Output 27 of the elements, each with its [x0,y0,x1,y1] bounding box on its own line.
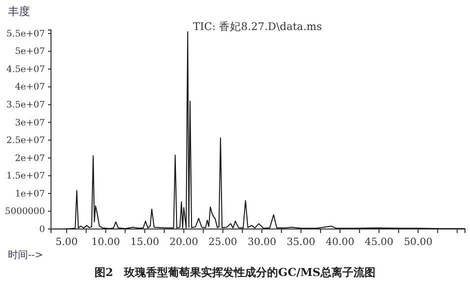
x-tick-label: 25.00 [208,237,238,248]
x-tick-label: 5.00 [55,237,78,248]
x-tick-label: 15.00 [130,237,160,248]
x-axis-title: 时间--> [8,249,44,261]
line-series [52,31,466,230]
y-tick-label: 3e+07 [14,118,46,128]
y-tick-label: 1e+07 [14,189,46,200]
y-tick-label: 5.5e+07 [6,29,46,40]
y-tick-label: 5e+07 [14,47,46,58]
x-tick-label: 50.00 [404,237,432,248]
x-tick-label: 45.00 [364,237,394,248]
x-tick-label: 35.00 [286,237,316,248]
x-tick-label: 40.00 [326,237,354,248]
chart-title: TIC: 香妃8.27.D\data.ms [193,20,322,33]
x-tick-label: 10.00 [91,237,120,248]
caption: 图2 玫瑰香型葡萄果实挥发性成分的GC/MS总离子流图 [94,266,376,279]
y-tick-label: 2e+07 [14,154,46,164]
y-tick-label: 0 [39,224,46,235]
y-tick-label: 5000000 [4,207,46,218]
y-tick-label: 3.5e+07 [6,100,46,111]
y-tick-label: 1.5e+07 [6,172,46,182]
y-tick-label: 4e+07 [14,82,46,93]
y-tick-label: 4.5e+07 [6,64,46,75]
x-tick-label: 30.00 [248,237,276,248]
y-tick-label: 2.5e+07 [6,136,46,146]
y-axis-title: 丰度 [8,5,30,18]
x-tick-label: 20.00 [169,237,198,248]
